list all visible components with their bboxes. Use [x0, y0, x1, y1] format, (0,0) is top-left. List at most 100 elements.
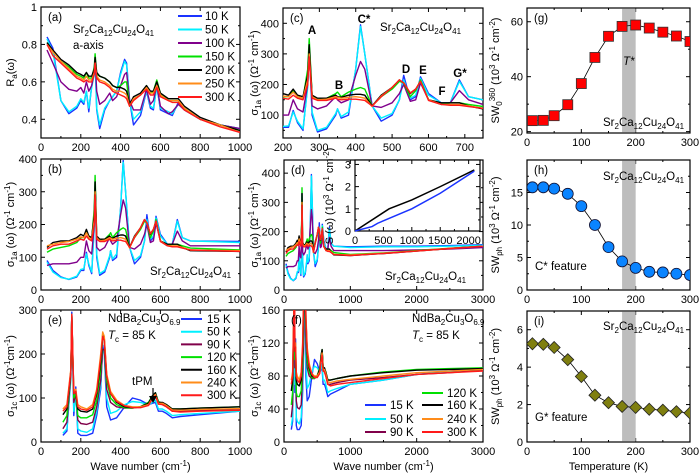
panel-e: 0 200 400 600 800 1000 0 100 200 300 (e) σ1c (ω) (Ω… — [3, 305, 252, 473]
x-tick-label: 0 — [352, 235, 358, 247]
series-line-300K — [62, 313, 240, 413]
data-point — [684, 269, 690, 281]
x-tick-label: 0 — [524, 446, 530, 458]
y-tick-label: 300 — [262, 197, 280, 209]
data-point — [561, 353, 575, 367]
y-tick-label: 0 — [31, 285, 37, 297]
series-group — [285, 173, 483, 282]
legend-label: 200 K — [205, 65, 235, 77]
inset-series-line — [354, 169, 475, 232]
x-tick-label: 1500 — [428, 235, 452, 247]
data-point — [656, 266, 669, 279]
panel-c: 200 300 400 500 600 700 100 200 300 400 (c) σ1a (ω)… — [247, 7, 484, 154]
plot-frame — [526, 7, 691, 134]
tpm-arrowhead-icon — [149, 396, 157, 403]
data-point — [589, 219, 601, 231]
y-tick-label: 300 — [19, 305, 37, 317]
y-tick-label: 0 — [31, 437, 37, 449]
data-point — [547, 340, 561, 355]
y-tick-label: 40 — [511, 72, 523, 84]
y-tick-label: 200 — [19, 349, 37, 361]
y-axis-label: SW0360 (103 Ω-1 cm-2) — [488, 18, 504, 124]
annotation: D — [402, 64, 410, 76]
data-point — [671, 30, 682, 42]
data-point — [643, 265, 656, 278]
x-tick-label: 0 — [524, 137, 530, 149]
y-tick-label: 5 — [517, 253, 523, 265]
y-axis-label: σ1a (ω) (Ω-1 cm-1) — [247, 30, 263, 115]
x-tick-label: 800 — [191, 294, 209, 306]
x-tick-label: 100 — [572, 446, 590, 458]
panel-label: (g) — [534, 13, 548, 25]
y-axis-label: σ1a (ω) (Ω-1 cm-1) — [247, 182, 263, 267]
annotation: B — [335, 80, 343, 92]
data-point — [562, 99, 574, 111]
series-group — [527, 181, 690, 281]
x-tick-label: 0 — [281, 294, 287, 306]
series-line-200K — [46, 42, 240, 132]
y-tick-label: 300 — [19, 187, 37, 199]
data-point — [527, 337, 539, 351]
annotation: Tc = 85 K — [108, 330, 156, 344]
x-tick-label: 200 — [626, 446, 644, 458]
x-axis-label: Wave number (cm-1) — [333, 459, 433, 473]
x-tick-label: 400 — [111, 446, 129, 458]
legend-label: 240 K — [207, 378, 237, 390]
x-tick-label: 0 — [38, 446, 44, 458]
series-line-250K — [46, 191, 240, 252]
series-line-240K — [62, 313, 240, 411]
data-point — [527, 181, 539, 194]
y-tick-label: 0 — [517, 285, 523, 297]
data-point — [602, 241, 615, 254]
inset-spectral-weight: 0 500 1000 1500 2000 0 1 2 3 S (ω) (103 Ω-1 cm-2) — [322, 148, 481, 247]
x-tick-label: 300 — [310, 142, 328, 154]
legend-label: 160 K — [207, 365, 237, 377]
y-tick-label: 0 — [274, 437, 280, 449]
x-tick-label: 400 — [347, 142, 365, 154]
y-tick-label: 400 — [262, 168, 280, 180]
panel-label: (c) — [290, 13, 304, 25]
x-axis-label: Temperature (K) — [569, 461, 648, 473]
y-tick-label: 2 — [517, 400, 523, 412]
annotation: Sr2Ca12Cu24O41 — [73, 24, 155, 38]
data-point — [537, 181, 550, 194]
data-point — [574, 369, 588, 384]
series-line-200K — [285, 192, 483, 257]
x-tick-label: 1000 — [228, 446, 252, 458]
series-group — [46, 159, 240, 281]
annotation: G* — [453, 68, 467, 80]
panel-h: 0 100 200 300 0 5 10 15 (h) SWph (103 Ω-1 cm-2) Sr… — [488, 159, 699, 306]
y-tick-label: 400 — [19, 154, 37, 166]
series-line-100K — [285, 201, 483, 269]
data-point — [616, 255, 628, 268]
data-point — [536, 337, 550, 351]
y-tick-label: 100 — [19, 393, 37, 405]
legend-label: 90 K — [207, 339, 231, 351]
data-point — [548, 110, 560, 122]
series-line-50K — [46, 161, 240, 280]
annotation: C* — [358, 14, 371, 26]
annotation: Sr2Ca12Cu24O41 — [380, 22, 462, 36]
annotation: G* feature — [535, 412, 587, 424]
legend-label: 120 K — [207, 352, 237, 364]
y-axis-label: Ra(ω) — [5, 58, 19, 86]
legend-label: 15 K — [207, 314, 231, 326]
series-line-100K — [46, 191, 240, 267]
series-group — [62, 311, 240, 437]
x-tick-label: 200 — [72, 446, 90, 458]
annotation: Sr2Ca12Cu24O41 — [603, 171, 685, 185]
temperature-band-T-star — [622, 8, 636, 133]
data-point — [629, 261, 642, 274]
x-tick-label: 2000 — [456, 235, 480, 247]
series-line-50K — [285, 175, 483, 282]
annotation: NdBa2Cu3O6.9 — [412, 313, 485, 327]
data-point — [548, 182, 561, 195]
panel-f: 0 1000 2000 3000 0 40 80 120 160 (f) σ1c (ω) (Ω-1c… — [247, 305, 495, 473]
y-tick-label: 0 — [274, 285, 280, 297]
data-point — [669, 405, 683, 419]
y-tick-label: 1 — [31, 2, 37, 14]
data-point — [527, 115, 538, 127]
panel-label: (d) — [291, 165, 305, 177]
